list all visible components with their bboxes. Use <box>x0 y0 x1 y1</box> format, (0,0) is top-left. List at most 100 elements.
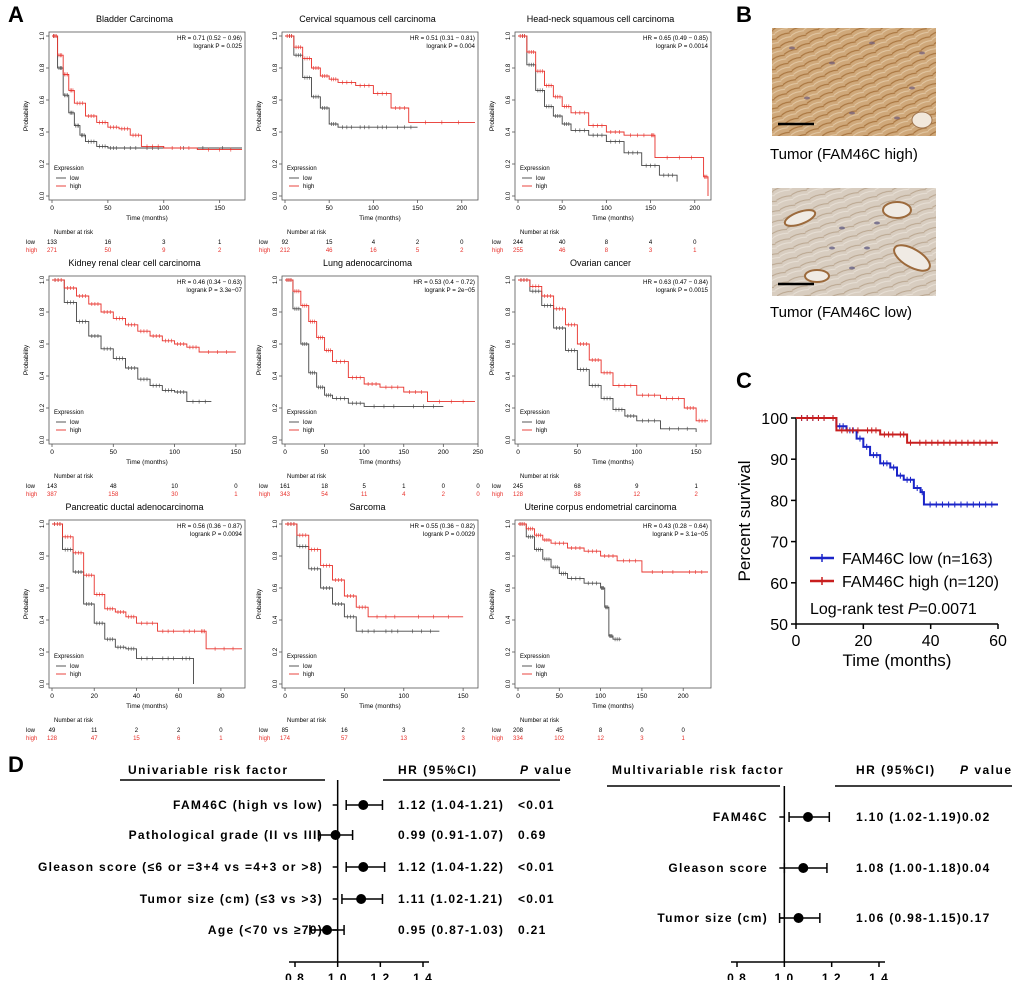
x-tick-label: 100 <box>169 449 180 456</box>
y-tick-label: 0.8 <box>273 307 279 316</box>
legend-title: Expression <box>520 166 550 172</box>
risk-high-value: 128 <box>513 492 524 498</box>
y-tick-label: 0.2 <box>273 647 279 656</box>
x-tick-label: 1.4 <box>869 971 889 980</box>
panel-label-a: A <box>8 2 24 27</box>
legend-label-low: low <box>536 420 546 426</box>
logrank-text: logrank P = 3.1e−05 <box>652 531 708 538</box>
risk-row-label-high: high <box>26 492 37 498</box>
x-tick-label: 100 <box>368 205 379 212</box>
hr-value: 1.12 (1.04-1.21) <box>398 798 504 812</box>
legend-label-low: low <box>303 420 313 426</box>
header-factor: Univariable risk factor <box>128 763 289 777</box>
km-line-low <box>52 35 242 149</box>
km-title: Pancreatic ductal adenocarcinoma <box>65 502 204 512</box>
km-title: Uterine corpus endometrial carcinoma <box>524 502 677 512</box>
y-tick-label: 0.4 <box>40 615 46 624</box>
risk-low-value: 45 <box>556 728 563 734</box>
logrank-text: logrank P = 0.025 <box>193 43 242 50</box>
risk-row-label-high: high <box>492 736 503 742</box>
y-tick-label: 0.8 <box>273 551 279 560</box>
risk-row-label-low: low <box>259 240 269 246</box>
row-label: Gleason score <box>668 861 768 875</box>
legend-label-low: low <box>303 664 313 670</box>
risk-low-value: 143 <box>47 484 58 490</box>
plot-frame <box>514 275 712 445</box>
legend-label-high: high <box>303 428 314 434</box>
risk-row-label-high: high <box>26 736 37 742</box>
risk-row-label-low: low <box>26 728 36 734</box>
risk-low-value: 48 <box>110 484 117 490</box>
risk-high-value: 11 <box>361 492 368 498</box>
risk-low-value: 133 <box>47 240 58 246</box>
y-tick-label: 0.6 <box>40 583 46 592</box>
risk-title: Number at risk <box>287 718 327 724</box>
x-tick-label: 0 <box>516 205 520 212</box>
risk-low-value: 2 <box>135 728 139 734</box>
km-plot-ovarian: Ovarian cancer 0.0 0.2 0.4 0.6 0.8 1.0 Probabil… <box>488 258 713 503</box>
y-tick-label: 90 <box>770 452 788 469</box>
y-tick-label: 0.4 <box>273 127 279 136</box>
x-tick-label: 1.4 <box>413 971 433 980</box>
y-tick-label: 0.6 <box>273 583 279 592</box>
km-title: Ovarian cancer <box>569 258 632 268</box>
risk-row-label-high: high <box>492 248 503 254</box>
ihc-caption-low: Tumor (FAM46C low) <box>770 304 912 321</box>
risk-low-value: 1 <box>218 240 222 246</box>
x-tick-label: 150 <box>398 449 409 456</box>
y-axis-label: Probability <box>23 100 30 131</box>
risk-row-label-low: low <box>259 728 269 734</box>
km-plot-kidney: Kidney renal clear cell carcinoma 0.0 0.2 0… <box>22 258 247 503</box>
risk-high-value: 1 <box>693 248 697 254</box>
x-tick-label: 1.0 <box>328 971 348 980</box>
risk-high-value: 255 <box>513 248 524 254</box>
legend-label-low: low <box>70 420 80 426</box>
y-tick-label: 0.8 <box>40 551 46 560</box>
panel-c-survival-chart: 50 60 70 80 90 100 0 20 40 60 Percent survival Time… <box>735 411 1007 670</box>
plot-frame <box>48 31 246 201</box>
p-value: 0.02 <box>962 810 991 824</box>
risk-high-value: 16 <box>370 248 377 254</box>
risk-low-value: 0 <box>442 484 446 490</box>
x-tick-label: 0 <box>792 633 801 650</box>
x-tick-label: 250 <box>473 449 484 456</box>
km-plot-bladder: Bladder Carcinoma 0.0 0.2 0.4 0.6 0.8 1.0 Proba… <box>22 14 247 259</box>
legend-label-high: high <box>303 184 314 190</box>
legend-title: Expression <box>520 410 550 416</box>
panel-d-forest-plots: Univariable risk factor HR (95%CI) P value… <box>38 763 1012 980</box>
km-line-high <box>285 523 464 618</box>
y-tick-label: 0.0 <box>40 679 46 688</box>
row-label: Pathological grade (II vs III) <box>129 828 323 842</box>
y-tick-label: 0.0 <box>506 191 512 200</box>
y-axis-label: Probability <box>23 344 30 375</box>
y-tick-label: 0.2 <box>506 403 512 412</box>
risk-low-value: 4 <box>372 240 376 246</box>
risk-high-value: 4 <box>402 492 406 498</box>
km-plot-pancreatic: Pancreatic ductal adenocarcinoma 0.0 0.2 0.… <box>22 502 247 747</box>
x-tick-label: 40 <box>133 693 141 700</box>
p-value: <0.01 <box>518 892 555 906</box>
risk-row-label-low: low <box>492 728 502 734</box>
hr-text: HR = 0.71 (0.52 − 0.96) <box>177 35 242 42</box>
risk-high-value: 46 <box>326 248 333 254</box>
risk-low-value: 2 <box>177 728 181 734</box>
y-axis-label: Probability <box>23 588 30 619</box>
y-tick-label: 0.0 <box>273 191 279 200</box>
x-tick-label: 60 <box>989 633 1007 650</box>
hr-text: HR = 0.65 (0.49 − 0.85) <box>643 35 708 42</box>
x-axis-label: Time (months) <box>359 459 401 466</box>
risk-high-value: 15 <box>133 736 140 742</box>
risk-low-value: 18 <box>321 484 328 490</box>
km-line-low <box>52 523 194 684</box>
km-line-low <box>518 279 697 432</box>
y-tick-label: 0.8 <box>506 63 512 72</box>
risk-row-label-high: high <box>259 492 270 498</box>
km-line-high <box>518 523 708 573</box>
x-axis-label: Time (months) <box>843 651 952 670</box>
km-plot-cervical: Cervical squamous cell carcinoma 0.0 0.2 0.… <box>255 14 480 259</box>
logrank-text: logrank P = 0.0094 <box>190 531 243 538</box>
y-tick-label: 0.4 <box>506 371 512 380</box>
x-tick-label: 0 <box>50 449 54 456</box>
hr-text: HR = 0.53 (0.4 − 0.72) <box>413 279 475 286</box>
plot-frame <box>281 275 479 445</box>
